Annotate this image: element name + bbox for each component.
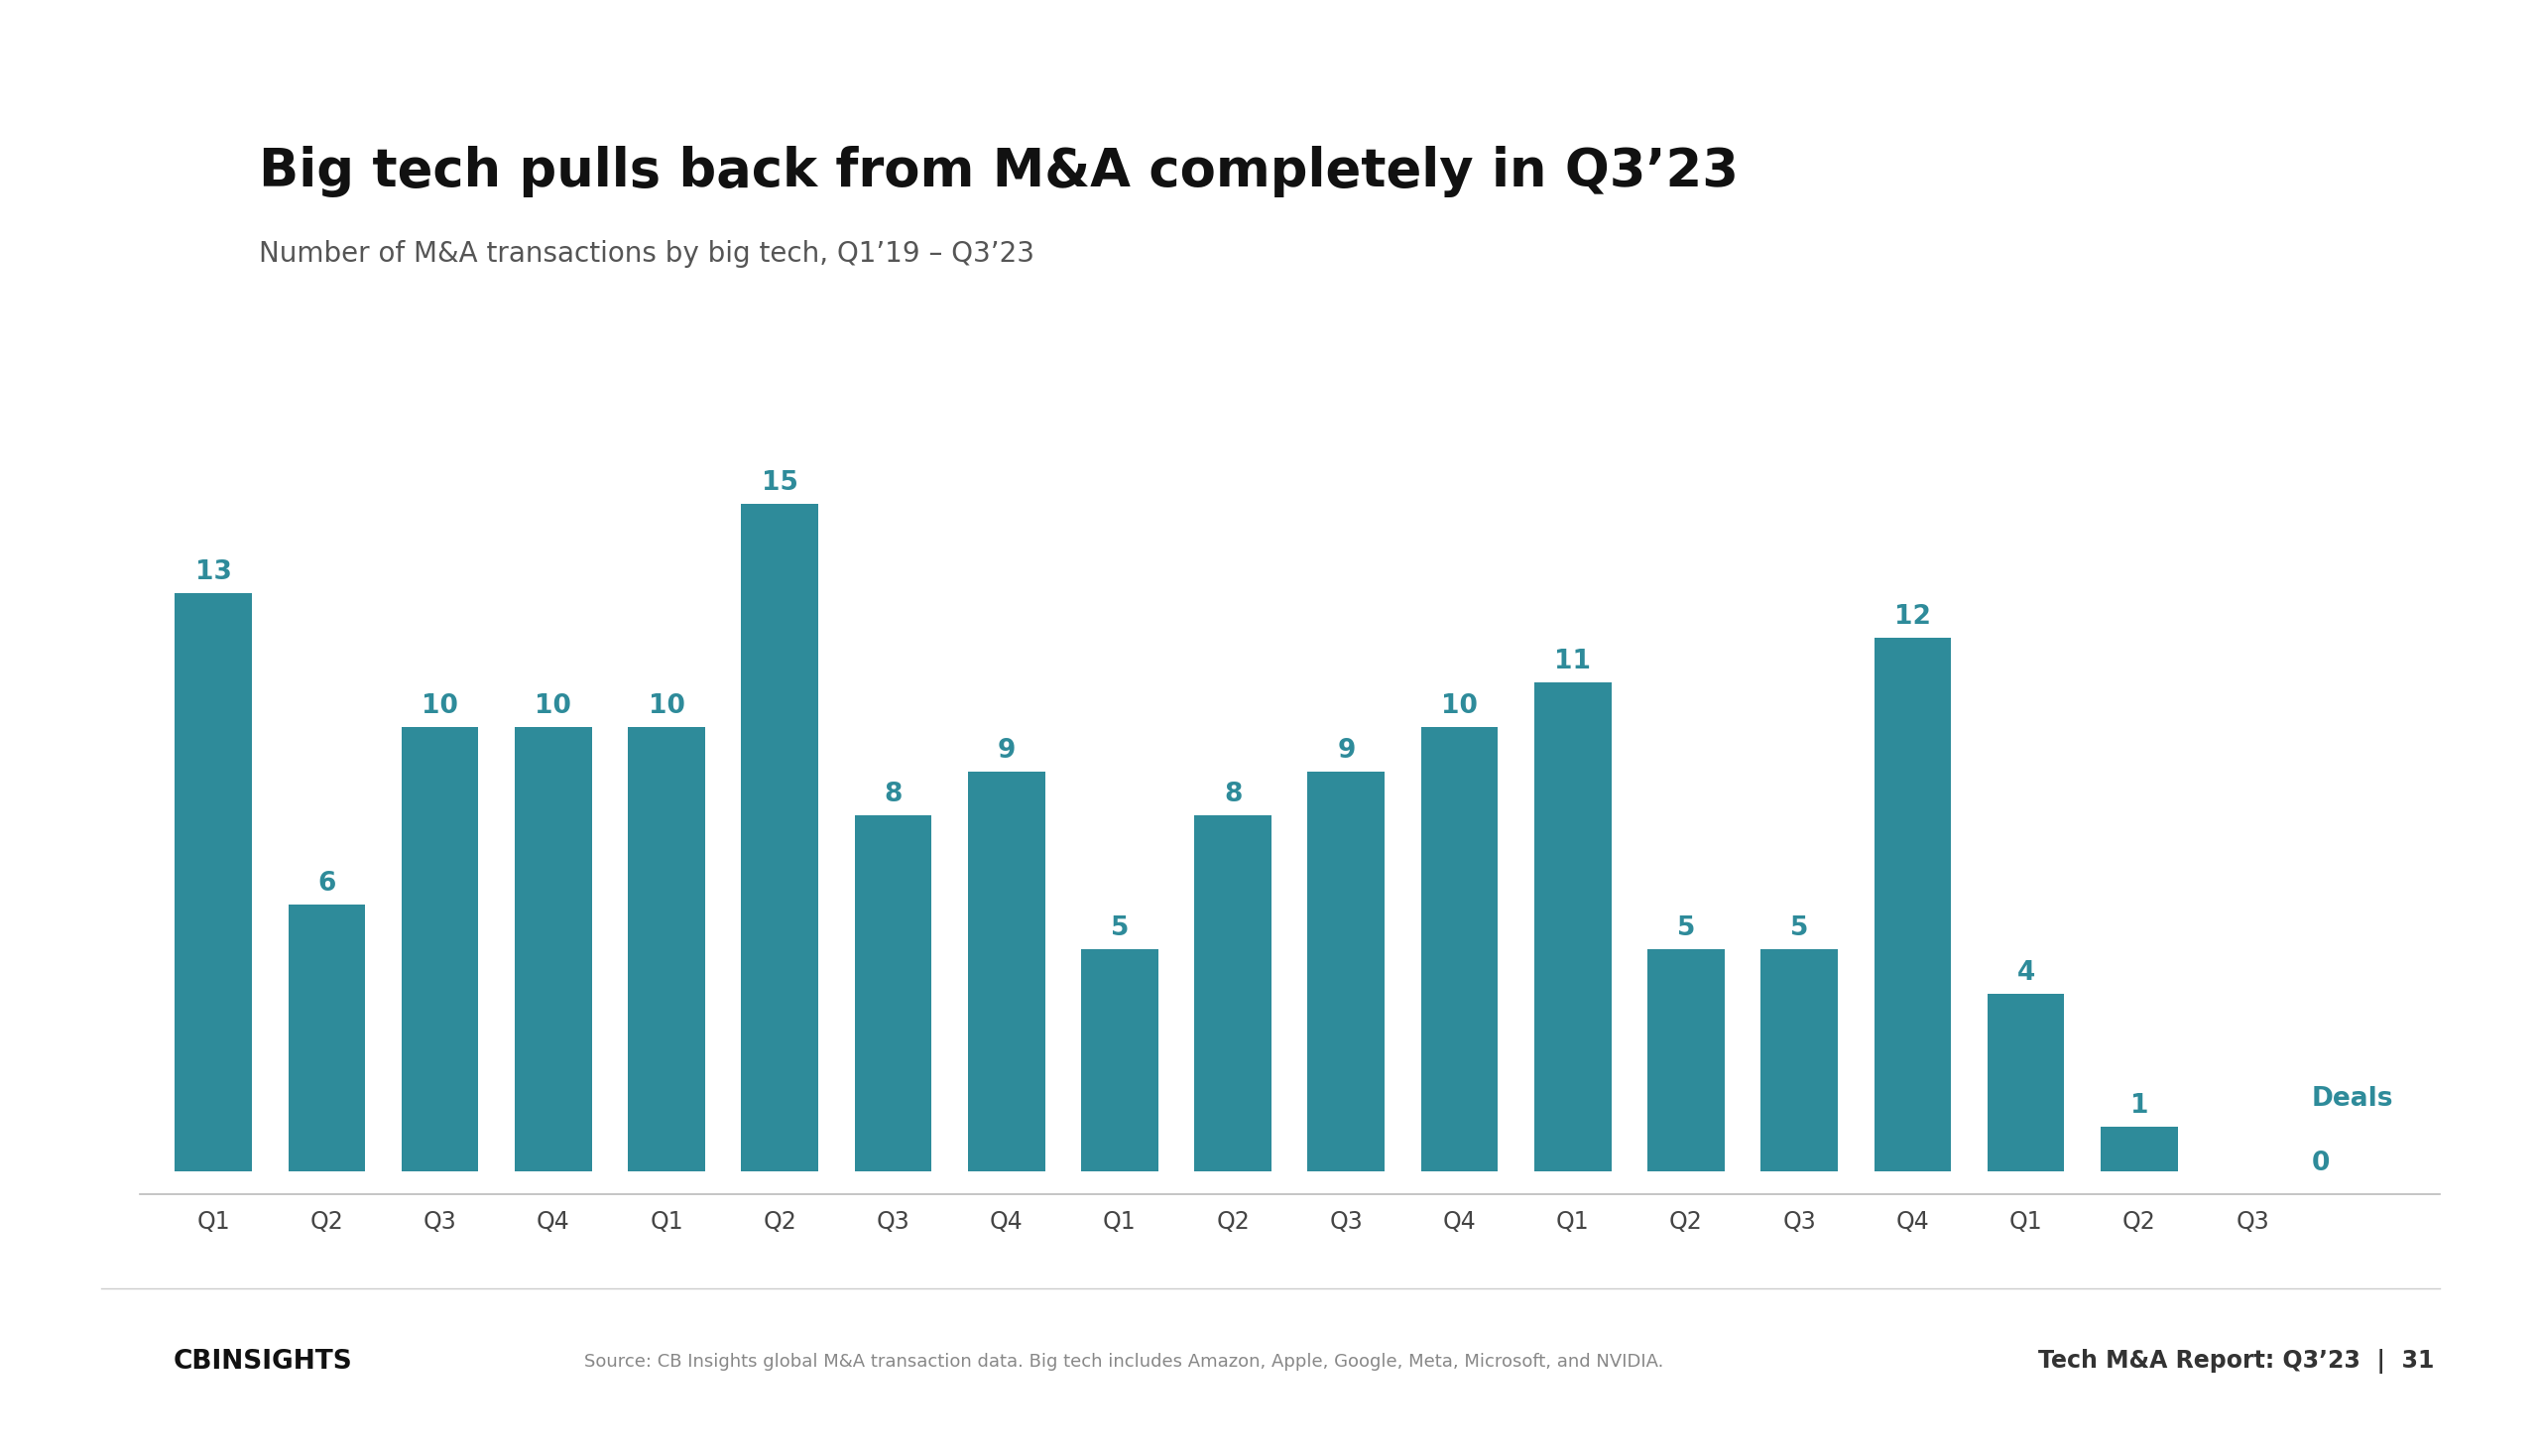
Text: 15: 15 [762,470,798,496]
Text: 8: 8 [884,782,902,808]
Text: 9: 9 [996,738,1016,763]
Bar [1535,683,1611,1172]
FancyBboxPatch shape [107,1369,130,1399]
Text: 10: 10 [422,693,457,719]
FancyBboxPatch shape [114,207,155,261]
Text: 13: 13 [196,559,231,585]
FancyBboxPatch shape [114,135,211,191]
Bar [1309,772,1385,1172]
Bar [175,594,252,1172]
Bar [2101,1127,2178,1172]
Bar [401,727,478,1172]
Text: 1: 1 [2129,1093,2147,1120]
Text: CBINSIGHTS: CBINSIGHTS [173,1348,353,1374]
Bar [1080,949,1159,1172]
Text: Tech M&A Report: Q3’23  |  31: Tech M&A Report: Q3’23 | 31 [2038,1348,2434,1374]
Text: 0: 0 [2312,1150,2330,1176]
Bar [1761,949,1837,1172]
FancyBboxPatch shape [135,1369,158,1399]
Text: Big tech pulls back from M&A completely in Q3’23: Big tech pulls back from M&A completely … [259,146,1738,197]
Text: Source: CB Insights global M&A transaction data. Big tech includes Amazon, Apple: Source: CB Insights global M&A transacti… [584,1353,1664,1370]
Text: 10: 10 [536,693,572,719]
Text: Number of M&A transactions by big tech, Q1’19 – Q3’23: Number of M&A transactions by big tech, … [259,240,1034,268]
Text: 6: 6 [318,871,335,897]
Text: 5: 5 [1110,916,1128,941]
FancyBboxPatch shape [170,207,211,261]
Text: 5: 5 [1791,916,1809,941]
Bar [516,727,592,1172]
Bar [1875,638,1951,1172]
Bar [1987,994,2063,1172]
Text: 12: 12 [1896,604,1931,630]
Text: 8: 8 [1225,782,1243,808]
Text: 4: 4 [2018,960,2035,986]
Bar [628,727,704,1172]
Bar [854,815,933,1172]
Bar [1420,727,1499,1172]
Text: Deals: Deals [2312,1086,2394,1111]
Text: 5: 5 [1677,916,1695,941]
FancyBboxPatch shape [107,1328,158,1360]
Bar [287,904,366,1172]
Text: 11: 11 [1555,648,1591,674]
Bar [968,772,1044,1172]
Text: 10: 10 [648,693,684,719]
Text: 9: 9 [1337,738,1354,763]
Bar [1647,949,1725,1172]
Bar [1194,815,1270,1172]
Bar [742,504,818,1172]
Text: 10: 10 [1441,693,1479,719]
